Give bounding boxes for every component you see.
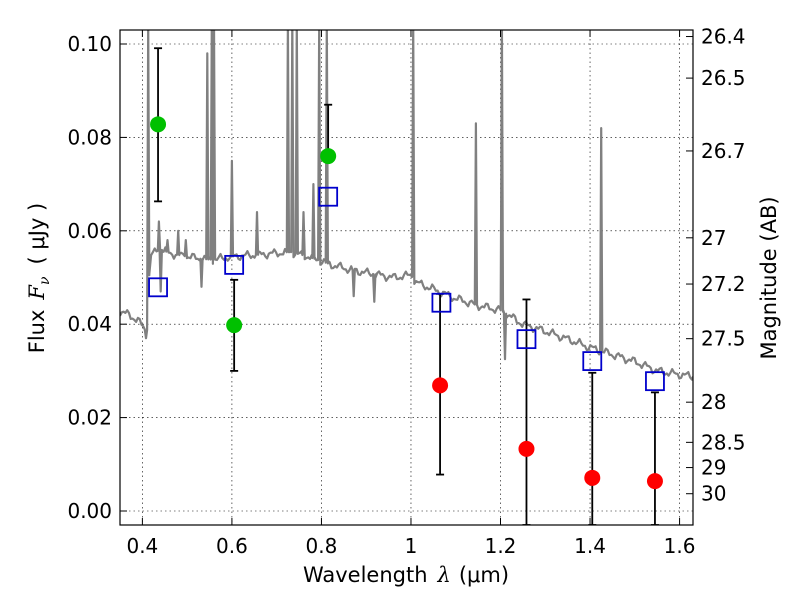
y2-tick-label: 29 — [701, 456, 726, 480]
model-photometry-square — [645, 371, 665, 392]
x-tick-label: 1 — [405, 534, 418, 558]
data-point — [150, 116, 167, 133]
y-tick-label: 0.04 — [67, 312, 112, 336]
y2-tick-label: 26.5 — [701, 66, 746, 90]
model-photometry-square — [431, 292, 452, 313]
model-photometry-square — [148, 277, 168, 298]
x-tick-label: 0.6 — [216, 534, 248, 558]
y2-tick-label: 26.4 — [701, 25, 746, 49]
y-tick-label: 0.10 — [67, 32, 112, 56]
data-point — [584, 469, 601, 486]
y-tick-label: 0.06 — [67, 219, 112, 243]
y2-tick-label: 27.2 — [701, 272, 746, 296]
y2-tick-label: 27 — [701, 226, 726, 250]
y2-tick-label: 28.5 — [701, 430, 746, 454]
data-point — [518, 440, 535, 457]
model-photometry-square — [224, 254, 245, 275]
model-spectrum-line — [120, 30, 693, 381]
x-tick-label: 1.4 — [574, 534, 606, 558]
data-point — [320, 148, 337, 165]
plot-frame — [119, 29, 694, 526]
data-point — [432, 377, 449, 394]
y-tick-label: 0.00 — [67, 499, 112, 523]
x-axis-title: Wavelength λ (μm) — [303, 563, 509, 587]
x-tick-label: 1.2 — [485, 534, 517, 558]
x-tick-label: 0.4 — [126, 534, 158, 558]
y-tick-label: 0.02 — [67, 406, 112, 430]
model-photometry-square — [582, 351, 603, 371]
y-axis-title: FluxFν( μJy ) — [25, 203, 53, 353]
data-point — [226, 317, 243, 334]
y2-tick-label: 30 — [701, 482, 726, 506]
y2-axis-title: Magnitude (AB) — [757, 196, 781, 359]
y2-tick-label: 27.5 — [701, 327, 746, 351]
axis-ticks: 0.4 0.6 0.8 1 1.2 1.4 1.6 0.00 0.02 0.04 0.06 0.08 0… — [67, 25, 745, 558]
plot-area — [120, 30, 693, 525]
y-tick-label: 0.08 — [67, 125, 112, 149]
data-point — [646, 473, 663, 490]
model-photometry-square — [318, 186, 339, 207]
x-tick-label: 0.8 — [306, 534, 338, 558]
y2-tick-label: 28 — [701, 390, 726, 414]
y2-tick-label: 26.7 — [701, 139, 746, 163]
x-tick-label: 1.6 — [664, 534, 696, 558]
model-photometry-square — [516, 329, 537, 350]
